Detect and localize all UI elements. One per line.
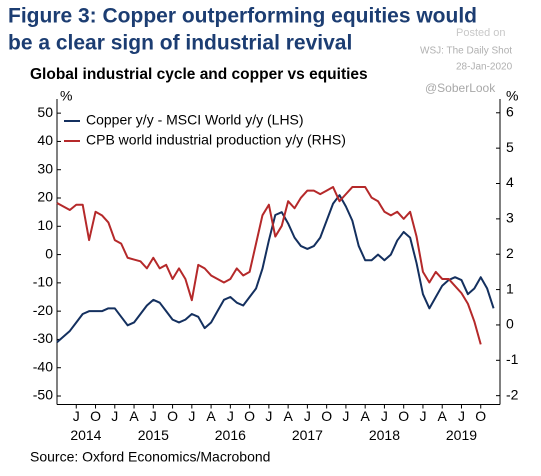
series-line	[56, 194, 495, 344]
x-year-label: 2019	[446, 427, 477, 443]
x-tick-label: J	[419, 408, 426, 424]
y-tick-label: -40	[33, 358, 53, 374]
watermark: WSJ: The Daily Shot	[420, 46, 512, 57]
chart-title: Figure 3: Copper outperforming equities …	[8, 5, 477, 28]
chart-subtitle: Global industrial cycle and copper vs eq…	[30, 66, 368, 83]
x-tick-label: A	[438, 408, 448, 424]
x-tick-label: J	[188, 408, 195, 424]
y-tick-label: -20	[33, 302, 53, 318]
y-tick-label: 20	[37, 189, 53, 205]
y-tick-label: -50	[33, 387, 53, 403]
y-tick-label: 40	[37, 132, 53, 148]
y-axis-label: %	[60, 88, 72, 104]
y2-tick-label: -2	[506, 386, 519, 402]
x-tick-label: J	[381, 408, 388, 424]
y2-tick-label: 1	[506, 280, 514, 296]
x-tick-label: O	[398, 408, 409, 424]
x-year-label: 2014	[70, 427, 101, 443]
y2-axis-label: %	[506, 88, 518, 104]
watermark: 28-Jan-2020	[456, 62, 513, 73]
y-tick-label: 50	[37, 104, 53, 120]
x-year-label: 2018	[369, 427, 400, 443]
x-tick-label: O	[321, 408, 332, 424]
x-tick-label: O	[475, 408, 486, 424]
legend-label: CPB world industrial production y/y (RHS…	[86, 132, 346, 148]
y2-tick-label: 2	[506, 245, 514, 261]
y-tick-label: 30	[37, 160, 53, 176]
y2-tick-label: 5	[506, 139, 514, 155]
y-tick-label: -30	[33, 330, 53, 346]
x-tick-label: J	[304, 408, 311, 424]
y2-tick-label: 6	[506, 103, 514, 119]
y2-tick-label: 3	[506, 210, 514, 226]
x-tick-label: J	[458, 408, 465, 424]
watermark: @SoberLook	[425, 81, 496, 95]
x-tick-label: J	[150, 408, 157, 424]
watermark: Posted on	[456, 27, 506, 39]
x-tick-label: J	[265, 408, 272, 424]
y-tick-label: 0	[45, 245, 53, 261]
x-tick-label: J	[227, 408, 234, 424]
x-year-label: 2017	[292, 427, 323, 443]
x-tick-label: J	[111, 408, 118, 424]
x-tick-label: A	[206, 408, 216, 424]
x-tick-label: A	[129, 408, 139, 424]
y-tick-label: 10	[37, 217, 53, 233]
x-tick-label: J	[73, 408, 80, 424]
source: Source: Oxford Economics/Macrobond	[30, 449, 270, 465]
x-year-label: 2016	[215, 427, 246, 443]
x-year-label: 2015	[138, 427, 169, 443]
x-tick-label: O	[244, 408, 255, 424]
y2-tick-label: 0	[506, 316, 514, 332]
x-tick-label: A	[283, 408, 293, 424]
series-line	[56, 186, 482, 345]
chart-title: be a clear sign of industrial revival	[8, 32, 352, 55]
legend-label: Copper y/y - MSCI World y/y (LHS)	[86, 112, 304, 128]
x-tick-label: O	[167, 408, 178, 424]
x-tick-label: A	[361, 408, 371, 424]
x-tick-label: J	[342, 408, 349, 424]
y2-tick-label: 4	[506, 174, 514, 190]
y-tick-label: -10	[33, 274, 53, 290]
y2-tick-label: -1	[506, 351, 519, 367]
x-tick-label: O	[90, 408, 101, 424]
